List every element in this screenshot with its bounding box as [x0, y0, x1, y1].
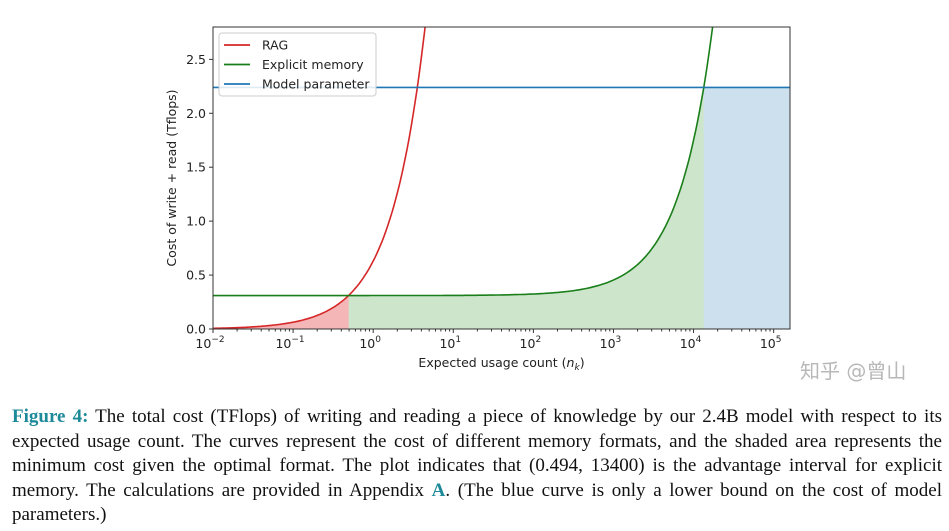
legend-label: Explicit memory [262, 57, 364, 72]
figure-label: Figure 4: [12, 406, 89, 427]
series-line-rag [213, 27, 426, 329]
x-axis-label: Expected usage count (nk) [418, 355, 584, 373]
series-line-explicit-memory [213, 27, 714, 297]
figure-caption: Figure 4: The total cost (TFlops) of wri… [12, 405, 942, 528]
x-tick-label: 104 [680, 335, 702, 351]
x-tick-label: 100 [359, 335, 381, 351]
y-tick-label: 2.0 [186, 106, 206, 121]
shaded-region-model-parameter [703, 87, 790, 329]
x-tick-label: 101 [439, 335, 461, 351]
x-tick-label: 10−1 [275, 335, 304, 351]
legend-label: Model parameter [262, 77, 370, 92]
y-tick-label: 1.0 [186, 214, 206, 229]
x-tick-label: 103 [600, 335, 622, 351]
x-tick-label: 105 [760, 335, 782, 351]
shaded-region-explicit-memory [348, 87, 704, 329]
caption-text: The total cost (TFlops) of writing and r… [12, 406, 942, 501]
y-tick-label: 0.0 [186, 322, 206, 337]
legend-box [218, 32, 377, 97]
y-tick-label: 1.5 [186, 160, 206, 175]
cost-chart: 0.0 0.5 1.0 1.5 2.0 2.5 10−2 10−1 100 101 102 103 10… [164, 26, 791, 373]
x-tick-label: 102 [520, 335, 542, 351]
caption-text-end: . (The blue curve is only a lower bound … [12, 479, 943, 526]
y-tick-label: 2.5 [186, 52, 206, 67]
x-tick-label: 10−2 [195, 335, 224, 351]
appendix-link[interactable]: A [431, 479, 446, 501]
y-tick-label: 0.5 [186, 268, 206, 283]
legend-label: RAG [262, 38, 288, 53]
shaded-region-rag [213, 295, 349, 329]
y-axis-label: Cost of write + read (Tflops) [164, 89, 179, 266]
